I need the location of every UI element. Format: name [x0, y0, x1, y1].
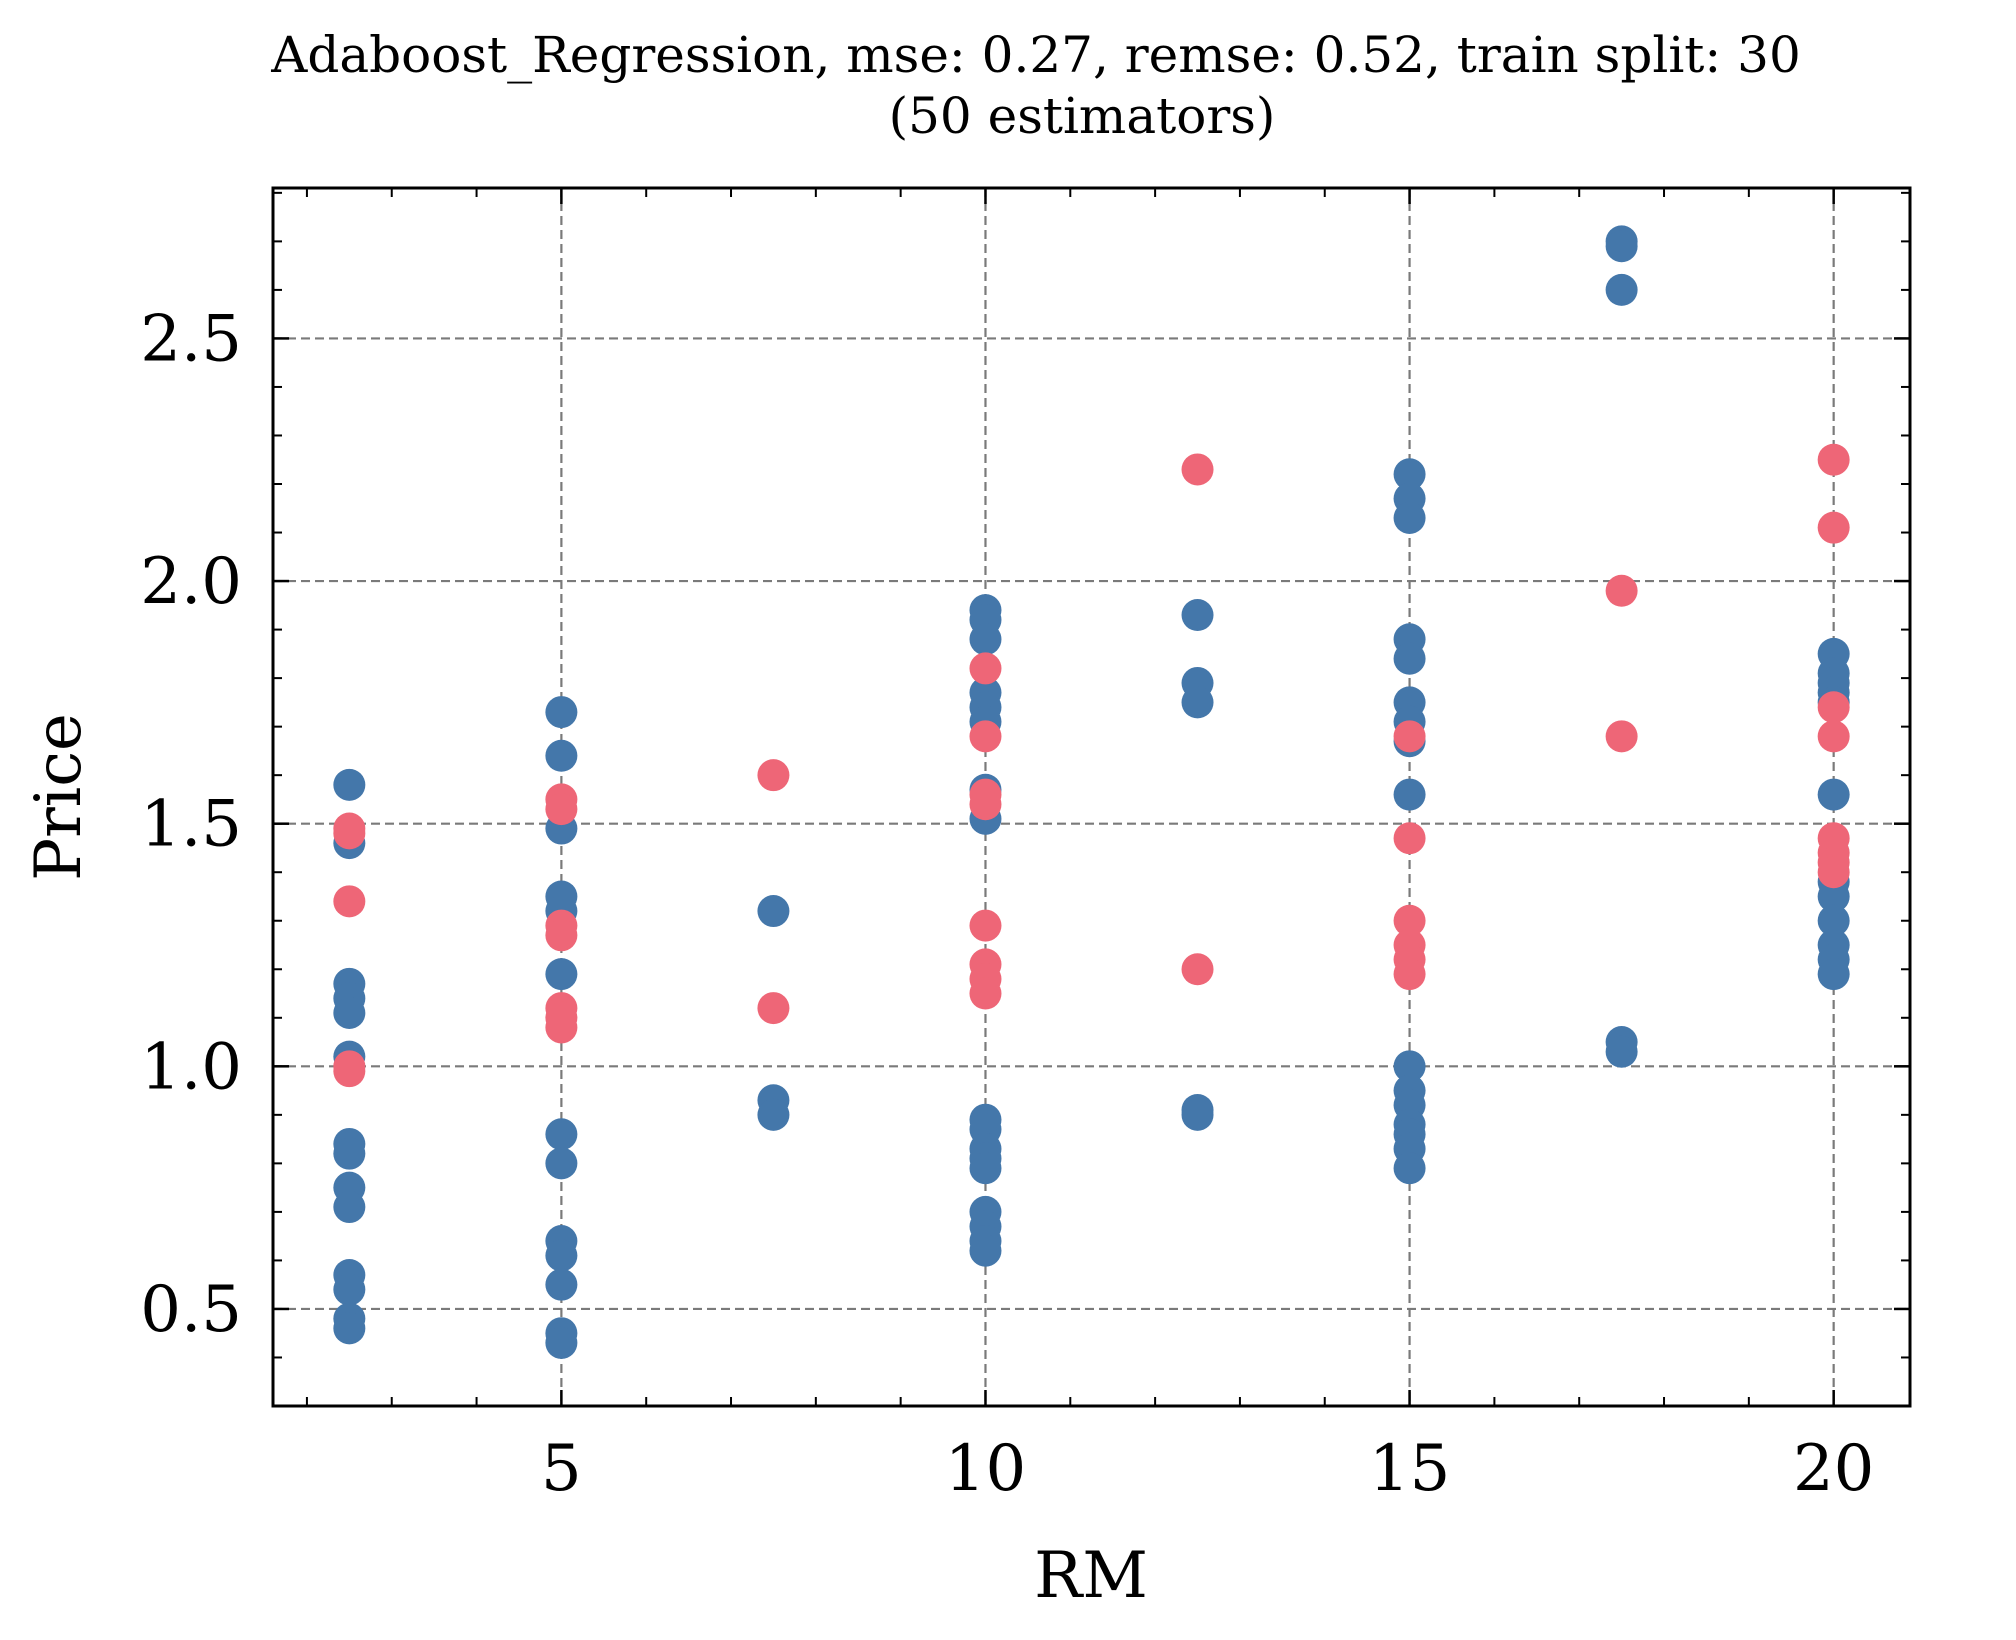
data-point — [333, 885, 366, 918]
data-point — [1181, 599, 1214, 632]
data-point — [1817, 778, 1850, 811]
y-tick-label: 0.5 — [140, 1273, 242, 1347]
data-point — [333, 996, 366, 1029]
data-point — [1393, 720, 1426, 753]
y-tick-label: 2.0 — [140, 545, 242, 619]
data-point — [1181, 686, 1214, 719]
x-tick-label: 15 — [1369, 1432, 1450, 1506]
data-point — [1817, 904, 1850, 937]
data-point — [1605, 230, 1638, 263]
data-point — [545, 1268, 578, 1301]
data-point — [1393, 904, 1426, 937]
data-point — [545, 739, 578, 772]
data-point — [969, 977, 1002, 1010]
data-point — [545, 793, 578, 826]
data-point — [333, 1137, 366, 1170]
data-point — [1181, 453, 1214, 486]
data-point — [333, 1191, 366, 1224]
data-point — [1817, 856, 1850, 889]
x-axis-label: RM — [1034, 1539, 1148, 1613]
data-point — [969, 720, 1002, 753]
data-point — [1817, 443, 1850, 476]
data-point — [1393, 778, 1426, 811]
data-point — [757, 1098, 790, 1131]
data-point — [1817, 880, 1850, 913]
data-point — [545, 1118, 578, 1151]
data-point — [757, 895, 790, 928]
data-point — [545, 696, 578, 729]
x-tick-label: 20 — [1793, 1432, 1874, 1506]
data-point — [969, 909, 1002, 942]
data-point — [1817, 691, 1850, 724]
y-tick-label: 1.5 — [140, 788, 242, 862]
data-point — [333, 1055, 366, 1088]
data-point — [333, 817, 366, 850]
data-point — [969, 788, 1002, 821]
data-point — [1181, 1098, 1214, 1131]
data-point — [1393, 958, 1426, 991]
data-point — [1605, 1035, 1638, 1068]
data-point — [1605, 574, 1638, 607]
y-tick-label: 1.0 — [140, 1030, 242, 1104]
data-point — [1393, 1050, 1426, 1083]
data-point — [545, 958, 578, 991]
data-point — [1393, 822, 1426, 855]
y-axis-label: Price — [22, 713, 96, 881]
data-point — [333, 1273, 366, 1306]
data-point — [545, 1239, 578, 1272]
data-point — [333, 1312, 366, 1345]
data-point — [757, 759, 790, 792]
data-point — [1393, 501, 1426, 534]
y-tick-labels: 0.5 1.0 1.5 2.0 2.5 — [140, 302, 242, 1347]
data-point — [1817, 511, 1850, 544]
chart-subtitle: (50 estimators) — [889, 87, 1276, 145]
data-point — [1605, 273, 1638, 306]
y-tick-label: 2.5 — [140, 302, 242, 376]
data-points — [333, 225, 1850, 1359]
data-point — [333, 768, 366, 801]
chart-title: Adaboost_Regression, mse: 0.27, remse: 0… — [270, 26, 1801, 84]
data-point — [1393, 1152, 1426, 1185]
axis-ticks — [273, 188, 1910, 1406]
data-point — [969, 652, 1002, 685]
data-point — [545, 1326, 578, 1359]
data-point — [545, 919, 578, 952]
data-point — [1393, 458, 1426, 491]
data-point — [545, 1147, 578, 1180]
plot-frame — [271, 186, 1912, 1408]
data-point — [1817, 958, 1850, 991]
data-point — [1393, 642, 1426, 675]
data-point — [545, 1011, 578, 1044]
x-tick-labels: 5 10 15 20 — [541, 1432, 1874, 1506]
data-point — [969, 1234, 1002, 1267]
x-tick-label: 5 — [541, 1432, 582, 1506]
data-point — [1605, 720, 1638, 753]
data-point — [969, 623, 1002, 656]
data-point — [1817, 720, 1850, 753]
data-point — [969, 1152, 1002, 1185]
data-point — [1181, 953, 1214, 986]
x-tick-label: 10 — [945, 1432, 1026, 1506]
grid-lines — [273, 188, 1910, 1406]
data-point — [757, 992, 790, 1025]
